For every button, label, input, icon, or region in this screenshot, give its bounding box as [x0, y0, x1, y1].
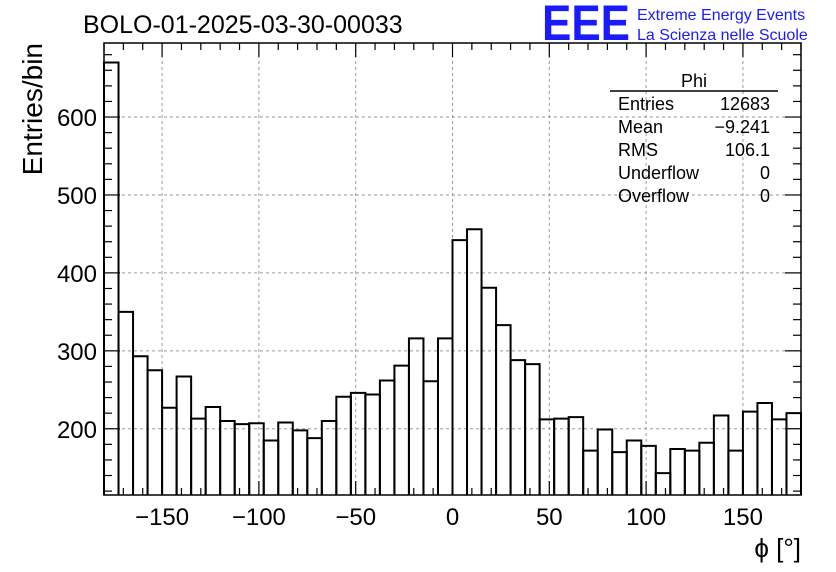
x-tick-label: −50	[335, 504, 376, 531]
y-tick-label: 300	[57, 339, 97, 366]
y-tick-label: 600	[57, 105, 97, 132]
stats-row-value: −9.241	[714, 117, 770, 137]
x-tick-label: −100	[232, 504, 286, 531]
stats-row-label: Overflow	[618, 186, 690, 206]
statistics-box: Phi Entries 12683 Mean −9.241 RMS 106.1 Underf…	[610, 71, 778, 206]
stats-row-label: Mean	[618, 117, 663, 137]
chart-title: BOLO-01-2025-03-30-00033	[83, 11, 403, 39]
x-tick-label: 100	[626, 504, 666, 531]
y-axis-label: Entries/bin	[17, 43, 48, 175]
tick-labels: −150 −100 −50 0 50 100 150 200 300 400 500 600	[57, 105, 763, 531]
stats-row-value: 12683	[720, 94, 770, 114]
x-tick-label: 0	[446, 504, 459, 531]
axis-ticks	[103, 43, 802, 495]
histogram-bin	[640, 444, 657, 495]
stats-row-label: RMS	[618, 140, 658, 160]
x-tick-label: −150	[135, 504, 189, 531]
logo-line-1: Extreme Energy Events	[637, 7, 805, 24]
x-tick-label: 50	[536, 504, 563, 531]
x-axis-label: ϕ [°]	[754, 533, 801, 563]
eee-logo: EEE Extreme Energy Events La Scienza nel…	[542, 0, 808, 51]
stats-row-label: Underflow	[618, 163, 700, 183]
stats-row-value: 0	[760, 186, 770, 206]
stats-title: Phi	[681, 71, 707, 91]
y-tick-label: 400	[57, 261, 97, 288]
stats-rows: Entries 12683 Mean −9.241 RMS 106.1 Underflow 0…	[618, 94, 770, 206]
stats-row-value: 106.1	[725, 140, 770, 160]
logo-line-2: La Scienza nelle Scuole	[637, 27, 808, 44]
y-tick-label: 500	[57, 183, 97, 210]
stats-row-label: Entries	[618, 94, 674, 114]
y-tick-label: 200	[57, 417, 97, 444]
stats-row-value: 0	[760, 163, 770, 183]
histogram-bars	[104, 62, 802, 495]
eee-logo-mark: EEE	[542, 0, 630, 51]
x-tick-label: 150	[723, 504, 763, 531]
